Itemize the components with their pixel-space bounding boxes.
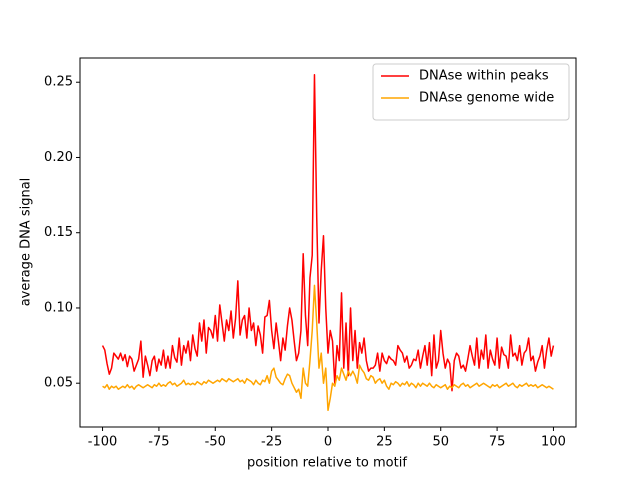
x-tick-label: 0	[324, 435, 332, 450]
y-tick-label: 0.15	[44, 225, 73, 240]
legend-label: DNAse genome wide	[419, 91, 554, 106]
y-axis-label: average DNA signal	[19, 178, 34, 307]
y-tick-label: 0.25	[44, 75, 73, 90]
y-tick-label: 0.20	[44, 150, 73, 165]
x-tick-label: -75	[148, 435, 169, 450]
plot-frame	[79, 57, 577, 428]
x-axis-label: position relative to motif	[247, 456, 407, 471]
x-tick-label: 100	[541, 435, 566, 450]
y-tick-label: 0.05	[44, 376, 73, 391]
y-tick-label: 0.10	[44, 300, 73, 315]
x-tick-label: 50	[432, 435, 449, 450]
x-tick-label: -100	[88, 435, 118, 450]
x-tick-label: 25	[376, 435, 393, 450]
legend-label: DNAse within peaks	[419, 69, 549, 84]
data-line	[101, 73, 555, 392]
x-tick-label: 75	[489, 435, 506, 450]
legend-box	[372, 63, 570, 121]
data-line	[102, 284, 554, 412]
x-tick-label: -50	[205, 435, 226, 450]
x-tick-label: -25	[261, 435, 282, 450]
